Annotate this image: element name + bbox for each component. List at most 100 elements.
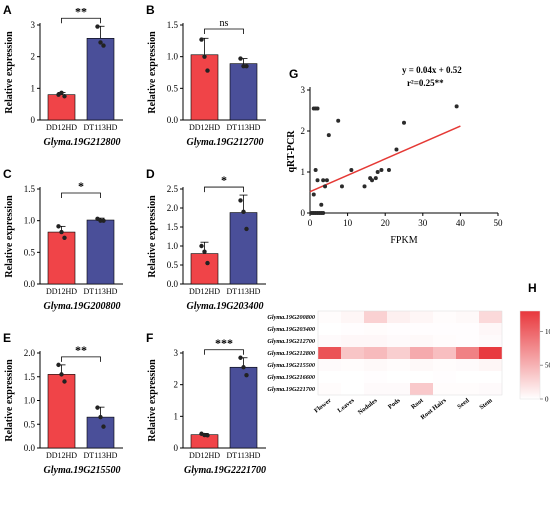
scatter-point bbox=[323, 184, 328, 189]
panel-c-ylabel: Relative expression bbox=[4, 195, 15, 278]
heatmap-cell bbox=[479, 323, 502, 335]
panel-e-ytick-label: 1.0 bbox=[24, 396, 36, 406]
scatter-point bbox=[319, 202, 324, 207]
colorbar-tick-label: 50 bbox=[545, 362, 550, 370]
panel-f-category-label: DT113HD bbox=[227, 451, 261, 460]
heatmap-cell bbox=[479, 347, 502, 359]
panel-f-bar-dt113hd bbox=[229, 366, 258, 449]
scatter-ytick-label: 2 bbox=[301, 126, 306, 136]
regression-line bbox=[309, 125, 461, 193]
panel-label-d: D bbox=[146, 167, 155, 181]
panel-c-gene-title: Glyma.19G200800 bbox=[44, 301, 121, 312]
heatmap-cell bbox=[318, 347, 341, 359]
panel-c-bar-dt113hd bbox=[86, 219, 115, 285]
scatter-xtick-label: 10 bbox=[343, 218, 353, 228]
panel-d-significance-bracket bbox=[204, 186, 244, 193]
scatter-xtick-label: 40 bbox=[456, 218, 466, 228]
panel-a-replicate-point bbox=[101, 43, 106, 48]
scatter-point bbox=[311, 192, 316, 197]
panel-e-ylabel: Relative expression bbox=[4, 359, 15, 442]
scatter-xtick-label: 50 bbox=[494, 218, 504, 228]
scatter-ytick-label: 1 bbox=[301, 167, 306, 177]
panel-c-ytick-label: 1.5 bbox=[24, 184, 36, 194]
panel-b-ytick-label: 1.5 bbox=[167, 20, 179, 30]
panel-b-gene-title: Glyma.19G212700 bbox=[187, 137, 264, 148]
panel-d-replicate-point bbox=[241, 209, 246, 214]
panel-d-ytick-label: 1.5 bbox=[167, 222, 179, 232]
panel-e-replicate-point bbox=[95, 405, 100, 410]
panel-a-ytick-label: 0 bbox=[31, 115, 36, 125]
heatmap-cell bbox=[341, 347, 364, 359]
panel-d-bar-chart: Relative expression 0.0 0.5 1.0 1.5 2.0 2.5 DD1… bbox=[147, 173, 266, 312]
panel-d-ytick-label: 2.5 bbox=[167, 184, 179, 194]
panel-f-replicate-point bbox=[241, 365, 246, 370]
panel-label-h: H bbox=[528, 281, 537, 295]
heatmap-cell bbox=[318, 383, 341, 395]
scatter-point bbox=[386, 167, 391, 172]
panel-b-ytick-label: 1.0 bbox=[167, 52, 179, 62]
panel-b-ylabel: Relative expression bbox=[147, 31, 158, 114]
panel-e-replicate-point bbox=[98, 414, 103, 420]
panel-b-bar-dd12hd bbox=[190, 54, 219, 121]
heatmap-cell bbox=[456, 371, 479, 383]
panel-b-ytick-label: 0.0 bbox=[167, 115, 179, 125]
panel-b-replicate-point bbox=[199, 37, 204, 42]
panel-f-ytick-label: 3 bbox=[174, 348, 179, 358]
heatmap-cell bbox=[479, 311, 502, 323]
heatmap-cell bbox=[387, 323, 410, 335]
scatter-point bbox=[349, 167, 354, 172]
panel-a-gene-title: Glyma.19G212800 bbox=[44, 137, 121, 148]
panel-b-bar-chart: Relative expression 0.0 0.5 1.0 1.5 DD12HD DT1… bbox=[147, 18, 266, 148]
panel-d-replicate-point bbox=[238, 198, 243, 203]
heatmap-cell bbox=[410, 311, 433, 323]
heatmap-cell bbox=[479, 359, 502, 371]
panel-e-replicate-point bbox=[59, 372, 64, 377]
panel-c-replicate-point bbox=[62, 235, 67, 240]
scatter-xlabel: FPKM bbox=[390, 235, 417, 246]
heatmap-cell bbox=[318, 371, 341, 383]
heatmap-cell bbox=[433, 359, 456, 371]
heatmap-row-label: Glyma.19G216600 bbox=[267, 374, 315, 381]
scatter-point bbox=[362, 184, 367, 189]
heatmap-cell bbox=[456, 347, 479, 359]
panel-a-ytick-label: 2 bbox=[31, 52, 36, 62]
heatmap-column-label: Pods bbox=[387, 397, 402, 411]
scatter-ylabel: qRT-PCR bbox=[286, 130, 297, 173]
panel-e-ytick-label: 0.5 bbox=[24, 419, 36, 429]
panel-c-significance-label: * bbox=[78, 179, 84, 193]
heatmap-cell bbox=[479, 371, 502, 383]
panel-label-c: C bbox=[3, 167, 12, 181]
panel-d-ytick-label: 1.0 bbox=[167, 241, 179, 251]
heatmap-cell bbox=[410, 371, 433, 383]
scatter-xtick-label: 0 bbox=[308, 218, 313, 228]
scatter-point bbox=[336, 118, 341, 123]
scatter-point bbox=[375, 170, 380, 174]
scatter-ytick-label: 0 bbox=[301, 208, 306, 218]
heatmap-cell bbox=[456, 335, 479, 347]
panel-f-category-label: DD12HD bbox=[189, 451, 220, 460]
heatmap-cell bbox=[341, 311, 364, 323]
panel-c-replicate-point bbox=[59, 229, 64, 235]
scatter-point bbox=[402, 120, 406, 125]
panel-a-replicate-point bbox=[95, 24, 100, 29]
panel-c-category-label: DD12HD bbox=[46, 287, 77, 296]
panel-f-ytick-label: 2 bbox=[174, 380, 179, 390]
scatter-point bbox=[373, 176, 378, 181]
heatmap-panel: Glyma.19G200800 Glyma.19G203400 Glyma.19G2… bbox=[267, 310, 550, 421]
heatmap-cell bbox=[318, 323, 341, 335]
panel-f-replicate-point bbox=[205, 433, 210, 438]
scatter-point bbox=[313, 167, 318, 172]
panel-e-gene-title: Glyma.19G215500 bbox=[44, 465, 121, 476]
panel-e-bar-chart: Relative expression 0.0 0.5 1.0 1.5 2.0 DD12HD… bbox=[4, 343, 123, 476]
panel-d-replicate-point bbox=[205, 260, 210, 266]
panel-a-replicate-point bbox=[98, 40, 103, 45]
heatmap-cell bbox=[387, 383, 410, 395]
heatmap-cell bbox=[433, 371, 456, 383]
panel-e-significance-bracket bbox=[61, 356, 101, 362]
heatmap-cell bbox=[341, 371, 364, 383]
colorbar-tick-label: 100 bbox=[545, 328, 550, 336]
heatmap-cell bbox=[387, 359, 410, 371]
